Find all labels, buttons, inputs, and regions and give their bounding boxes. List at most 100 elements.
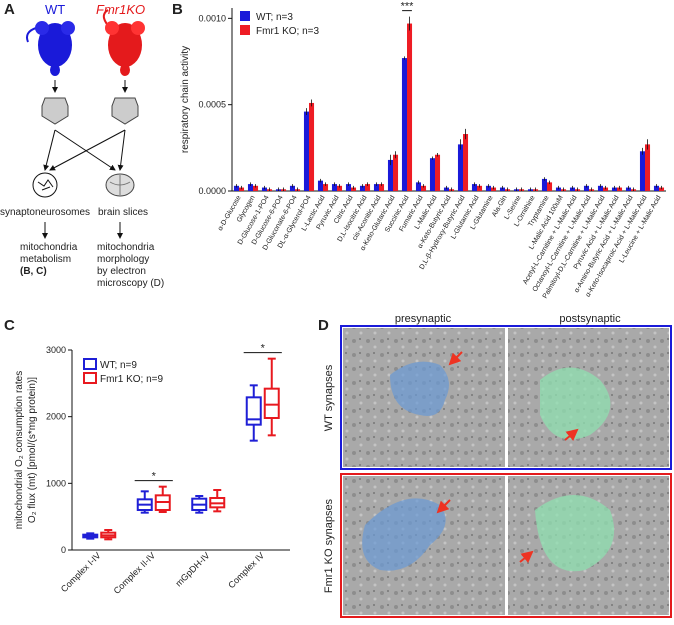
bar <box>365 184 371 191</box>
bar <box>359 185 365 191</box>
bar <box>373 184 379 191</box>
bar <box>323 184 329 191</box>
outcome: (B, C) <box>20 266 47 277</box>
micrographs: presynaptic postsynaptic WT synapses Fmr… <box>323 313 672 618</box>
bar <box>463 134 469 191</box>
arrow <box>436 499 451 514</box>
arrow <box>43 129 56 171</box>
significance: * <box>261 343 266 355</box>
diagram: WT Fmr1KO synaptoneurosomes brain slices… <box>0 2 164 289</box>
x-tick-label: Complex IV <box>226 550 266 590</box>
significance: * <box>152 471 157 483</box>
column-header: presynaptic <box>395 313 452 325</box>
bar <box>547 182 553 191</box>
bar <box>471 184 477 191</box>
bar <box>541 178 547 191</box>
arrow <box>54 129 116 171</box>
synaptoneurosome-icon <box>32 172 58 198</box>
bar <box>345 184 351 191</box>
legend-label: WT; n=9 <box>100 360 137 371</box>
bar <box>233 185 239 191</box>
outcome: metabolism <box>20 254 71 265</box>
node-label: synaptoneurosomes <box>0 207 90 218</box>
bar <box>379 184 385 191</box>
bar <box>645 144 651 191</box>
presynaptic-highlight <box>362 498 446 571</box>
legend-label: Fmr1 KO; n=3 <box>256 26 320 37</box>
presynaptic-highlight <box>390 361 449 416</box>
bar <box>435 154 441 191</box>
row-header: Fmr1 KO synapses <box>323 498 335 593</box>
outcome: microscopy (D) <box>97 278 164 289</box>
y-tick-label: 1000 <box>46 478 66 488</box>
bar <box>407 23 413 191</box>
y-tick-label: 0.0000 <box>198 186 226 196</box>
bar <box>457 144 463 191</box>
brain-icon <box>41 97 69 125</box>
ko-mouse <box>102 9 145 76</box>
legend-swatch <box>240 11 250 21</box>
x-tick-label: Complex II-IV <box>112 550 158 596</box>
arrow <box>117 129 126 171</box>
bar <box>421 185 427 191</box>
wt-mouse <box>26 21 75 76</box>
y-axis-label: O₂ flux (mt) [pmol/(s*mg protein)] <box>27 377 38 523</box>
bar <box>309 102 315 191</box>
legend-swatch <box>240 25 250 35</box>
bar <box>289 185 295 191</box>
bar <box>477 185 483 191</box>
postsynaptic-highlight <box>540 367 611 440</box>
bar <box>317 180 323 191</box>
panel-label: B <box>172 1 183 18</box>
bar <box>653 185 659 191</box>
y-tick-label: 3000 <box>46 345 66 355</box>
panel-label: A <box>4 1 15 18</box>
frame-ko <box>340 473 672 618</box>
legend-swatch <box>83 358 97 370</box>
y-tick-label: 0 <box>61 545 66 555</box>
panel-label: D <box>318 317 329 334</box>
frame-wt <box>340 325 672 470</box>
slice-icon <box>105 173 135 197</box>
y-tick-label: 2000 <box>46 412 66 422</box>
bar <box>485 185 491 191</box>
y-axis-label: mitochondrial O₂ consumption rates <box>14 371 25 529</box>
bar <box>253 185 259 191</box>
box <box>245 396 262 426</box>
ko-label: Fmr1KO <box>96 2 145 17</box>
bar <box>639 151 645 191</box>
bar <box>337 185 343 191</box>
outcome: morphology <box>97 254 149 265</box>
bar <box>583 185 589 191</box>
legend-swatch <box>83 372 97 384</box>
y-tick-label: 0.0010 <box>198 13 226 23</box>
significance: *** <box>401 1 415 13</box>
node-label: brain slices <box>98 207 148 218</box>
outcome: by electron <box>97 266 146 277</box>
row-header: WT synapses <box>323 364 335 431</box>
arrow <box>519 550 534 564</box>
arrow <box>564 428 579 442</box>
bar <box>303 111 309 191</box>
bar <box>247 184 253 191</box>
column-header: postsynaptic <box>559 313 621 325</box>
y-axis-label: respiratory chain activity <box>180 46 191 153</box>
arrow <box>448 351 463 366</box>
outcome: mitochondria <box>97 242 155 253</box>
box <box>263 387 280 419</box>
arrow <box>49 129 126 171</box>
postsynaptic-highlight <box>535 495 615 572</box>
bar <box>401 58 407 191</box>
bar <box>331 184 337 191</box>
bar <box>597 185 603 191</box>
brain-icon <box>111 97 139 125</box>
legend-label: WT; n=3 <box>256 12 293 23</box>
panel-label: C <box>4 317 15 334</box>
bar <box>429 158 435 191</box>
bar <box>387 159 393 191</box>
x-tick-label: mGpDH-IV <box>173 550 211 588</box>
wt-label: WT <box>45 2 65 17</box>
y-tick-label: 0.0005 <box>198 100 226 110</box>
